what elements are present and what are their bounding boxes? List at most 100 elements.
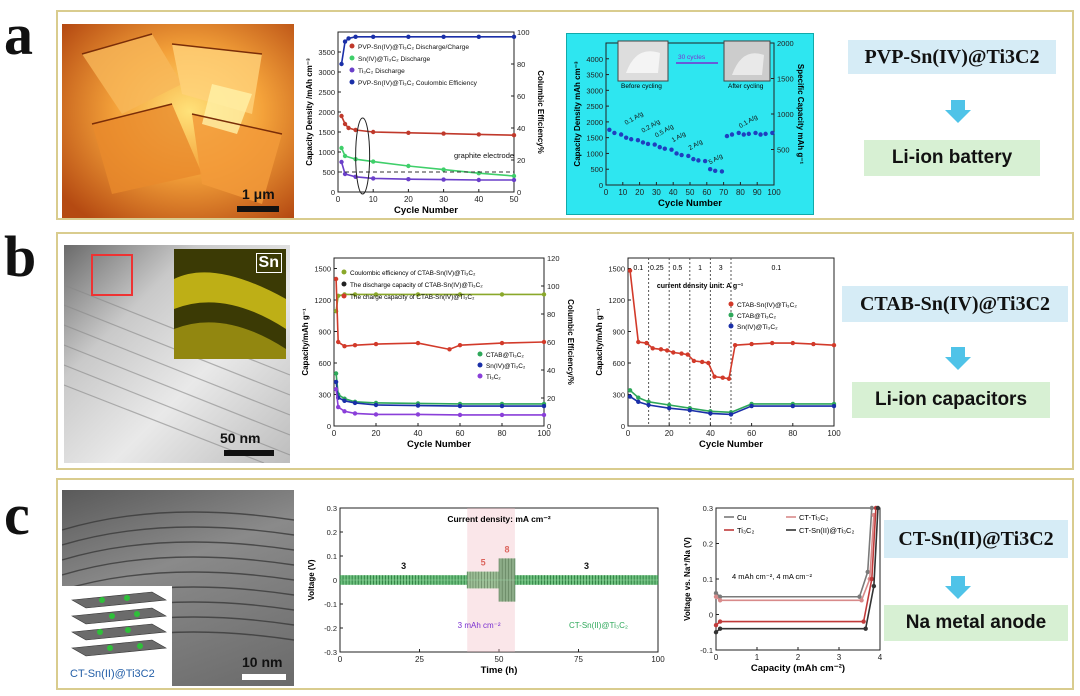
rate-point-point (679, 152, 684, 158)
legend-entry: Sn(IV)@Ti₃C₂ (486, 363, 526, 370)
series-0-point (811, 341, 816, 347)
series-1-point (499, 340, 505, 346)
series-0-point (650, 346, 655, 351)
series-3-point (871, 583, 877, 589)
series-1-point (859, 598, 864, 603)
caption-c: CT-Sn(II)@Ti3C2 (884, 520, 1068, 558)
y-axis-label: Capacity/mAh g⁻¹ (301, 308, 310, 376)
legend-marker (477, 373, 483, 379)
series-0-point (664, 348, 670, 353)
y-tick-label: 600 (318, 359, 331, 368)
legend-entry: Sn(IV)@Ti₃C₂ (737, 324, 778, 331)
y2-axis-label: Specific Capacity mAh g⁻¹ (796, 64, 805, 165)
legend-marker (341, 293, 347, 299)
sem-image-a: 1 μm (62, 24, 294, 218)
rate-point-point (635, 137, 641, 143)
x-tick-label: 2 (796, 653, 801, 662)
rate-point-point (741, 132, 746, 137)
series-1-point (339, 113, 344, 119)
series-0-point (371, 34, 376, 39)
series-1-point (457, 342, 463, 348)
series-3-point (863, 626, 868, 631)
rate-point-point (746, 131, 751, 137)
y2-tick-label: 60 (547, 338, 555, 347)
x-tick-label: 10 (369, 195, 378, 204)
rate-label: 0.5 (673, 265, 683, 272)
x-tick-label: 30 (439, 195, 448, 204)
series-1-point (371, 129, 376, 135)
series-1-point (342, 121, 348, 127)
series-0-point (352, 292, 358, 297)
x-tick-label: 20 (404, 195, 413, 204)
series-2-point (339, 145, 344, 151)
series-3-point (371, 176, 376, 181)
x-tick-label: 10 (618, 188, 627, 197)
series-3-point (342, 398, 347, 403)
series-2-point (749, 403, 754, 409)
schematic-inset: CT-Sn(II)@Ti3C2 (62, 586, 172, 686)
condition-note: 4 mAh cm⁻², 4 mA cm⁻² (732, 572, 813, 581)
series-3-point (406, 177, 411, 182)
y2-tick-label: 80 (517, 60, 525, 69)
legend-marker (349, 79, 355, 85)
y-tick-label: 1000 (318, 148, 335, 157)
y-tick-label: -0.1 (700, 646, 713, 655)
series-1-point (447, 347, 452, 352)
y-axis-label: Voltage (V) (307, 559, 316, 601)
series-0-point (831, 342, 837, 348)
y2-tick-label: 20 (547, 394, 555, 403)
x-tick-label: 0 (604, 188, 609, 197)
series-4-point (457, 412, 463, 418)
series-4-point (541, 412, 547, 418)
x-axis-label: Cycle Number (699, 439, 763, 450)
series-0-point (658, 347, 664, 352)
series-0-point (644, 340, 649, 346)
y2-tick-label: 1500 (777, 75, 794, 84)
series-1-point (646, 399, 651, 405)
series-1-point (441, 131, 446, 136)
legend-entry: CT-Sn(II)@Ti₃C₂ (799, 526, 854, 535)
application-c: Na metal anode (884, 605, 1068, 641)
x-tick-label: 50 (495, 655, 504, 664)
x-tick-label: 80 (788, 429, 797, 438)
y-axis-label: Capacity/mAh g⁻¹ (595, 308, 604, 376)
scalebar-label-c: 10 nm (242, 654, 283, 670)
y-tick-label: 0 (621, 422, 625, 431)
series-0-point (441, 34, 446, 39)
down-arrow-icon (945, 347, 971, 370)
y2-axis-label: Columbic Efficiency% (536, 70, 545, 154)
y-tick-label: 0.1 (703, 575, 713, 584)
series-0-point (865, 569, 870, 575)
series-4-point (373, 412, 379, 417)
series-2-point (861, 619, 866, 624)
y-tick-label: 0.2 (703, 540, 713, 549)
series-1-point (342, 344, 347, 349)
rate-point-point (753, 130, 758, 136)
series-1-point (627, 388, 633, 393)
y-tick-label: 0.2 (327, 528, 337, 537)
x-tick-label: 100 (767, 188, 781, 197)
y-axis-label: Capacity Density mAh cm⁻³ (573, 61, 582, 166)
series-2-point (371, 159, 376, 164)
series-3-point (373, 402, 379, 408)
annotation-capacity: 3 mAh cm⁻² (458, 621, 501, 630)
series-4-point (499, 412, 505, 418)
application-b: Li-ion capacitors (852, 382, 1050, 418)
series-0-point (712, 374, 717, 379)
series-1-point (373, 341, 379, 347)
y-tick-label: 500 (590, 165, 603, 174)
series-2-point (831, 403, 837, 409)
series-0-point (342, 39, 348, 44)
series-0-point (346, 36, 351, 41)
series-2-point (636, 399, 641, 405)
series-1-point (511, 133, 517, 138)
y-tick-label: 1200 (608, 296, 625, 305)
x-tick-label: 60 (747, 429, 756, 438)
y2-tick-label: 120 (547, 254, 560, 263)
y-axis-label: Capacity Density /mAh cm⁻³ (305, 58, 314, 166)
series-0-point (857, 594, 862, 599)
rate-point-point (770, 130, 775, 136)
rate-point-point (691, 156, 696, 162)
scalebar-label-b: 50 nm (220, 430, 261, 446)
legend-marker (349, 43, 355, 49)
